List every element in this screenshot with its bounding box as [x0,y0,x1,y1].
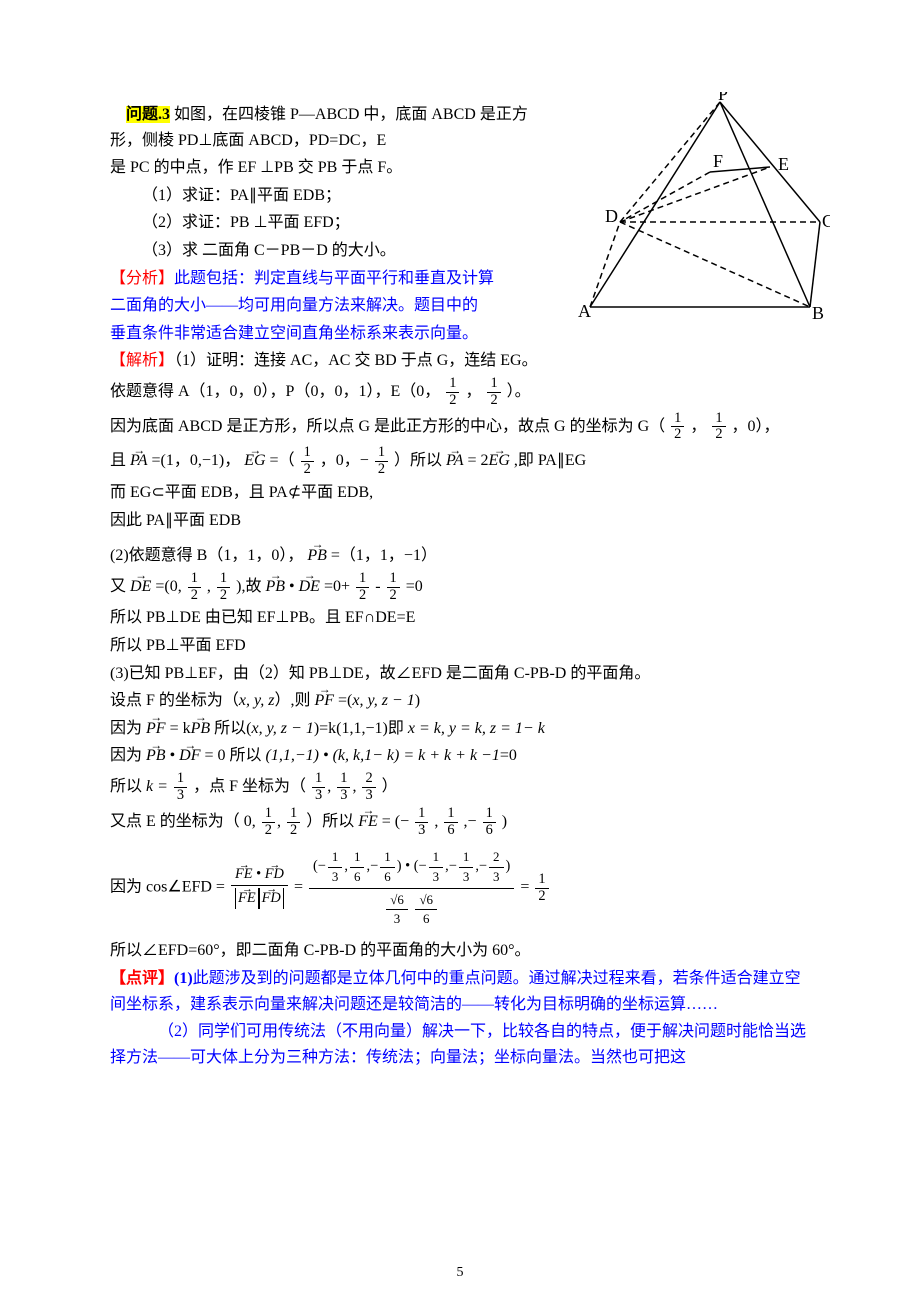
sol1-l5: 因此 PA∥平面 EDB [110,508,810,534]
sol2-l3: 所以 PB⊥DE 由已知 EF⊥PB。且 EF∩DE=E [110,605,810,631]
diagram-svg: P A B C D E F [570,92,830,322]
frac-half: 12 [446,376,459,409]
label-A: A [578,301,591,321]
label-F: F [713,151,723,171]
sol2-l2: 又 DE =(0, 12 , 12 ),故 PB • DE =0+ 12 - 1… [110,571,810,604]
label-E: E [778,154,789,174]
sol1-intro: 【解析】（1）证明：连接 AC，AC 交 BD 于点 G，连结 EG。 [110,348,810,374]
label-P: P [718,92,728,104]
cos-frac2: (−13,16,−16) • (−13,−13,−23) √63 √66 [309,846,514,930]
review-1: 【点评】(1)此题涉及到的问题都是立体几何中的重点问题。通过解决过程来看，若条件… [110,966,810,1017]
label-D: D [605,206,618,226]
label-C: C [822,211,830,231]
sol3-l5: 所以 k = 13 ，点 F 坐标为（ 13, 13, 23 ） [110,771,810,804]
sol3-l2: 设点 F 的坐标为（x, y, z）,则 PF =(x, y, z − 1) [110,688,810,714]
sol2-l4: 所以 PB⊥平面 EFD [110,633,810,659]
sol3-l3: 因为 PF = kPB 所以(x, y, z − 1)=k(1,1,−1)即 x… [110,716,810,742]
analysis-l3: 垂直条件非常适合建立空间直角坐标系来表示向量。 [110,321,810,347]
problem-title: 问题.3 [126,106,170,123]
sol1-l1: 依题意得 A（1，0，0），P（0，0，1），E（0， 12 ， 12 ）。 [110,376,810,409]
vec-EG: EG [244,448,265,474]
review-2: （2）同学们可用传统法（不用向量）解决一下，比较各自的特点，便于解决问题时能恰当… [110,1019,810,1070]
sol3-l6: 又点 E 的坐标为（ 0, 12, 12 ）所以 FE = (− 13 , 16… [110,806,810,839]
pyramid-diagram: P A B C D E F [570,92,830,322]
vec-PA: PA [130,448,147,474]
sol2-l1: (2)依题意得 B（1，1，0）， PB =（1，1，−1） [110,543,810,569]
sol1-l4: 而 EG⊂平面 EDB，且 PA⊄平面 EDB, [110,480,810,506]
sol3-l8: 所以∠EFD=60°，即二面角 C-PB-D 的平面角的大小为 60°。 [110,938,810,964]
label-B: B [812,303,824,322]
sol3-l1: (3)已知 PB⊥EF，由（2）知 PB⊥DE，故∠EFD 是二面角 C-PB-… [110,661,810,687]
sol1-l2: 因为底面 ABCD 是正方形，所以点 G 是此正方形的中心，故点 G 的坐标为 … [110,411,810,444]
vec-DF: DF [179,743,200,769]
vec-PF: PF [314,688,334,714]
sol3-l4: 因为 PB • DF = 0 所以 (1,1,−1) • (k, k,1− k)… [110,743,810,769]
page-content: P A B C D E F 问题.3 如图，在四棱锥 P—ABCD 中，底面 A… [110,102,810,1070]
sol3-l7: 因为 cos∠EFD = FE • FD FEFD = (−13,16,−16)… [110,846,810,930]
vec-FE: FE [358,809,378,835]
cos-frac1: FE • FD FEFD [231,865,288,911]
vec-PB: PB [307,543,327,569]
vec-DE: DE [130,574,151,600]
page-number: 5 [457,1262,464,1284]
sol1-l3: 且 PA =(1，0,−1)， EG =（ 12 ，0，− 12 ）所以 PA … [110,445,810,478]
